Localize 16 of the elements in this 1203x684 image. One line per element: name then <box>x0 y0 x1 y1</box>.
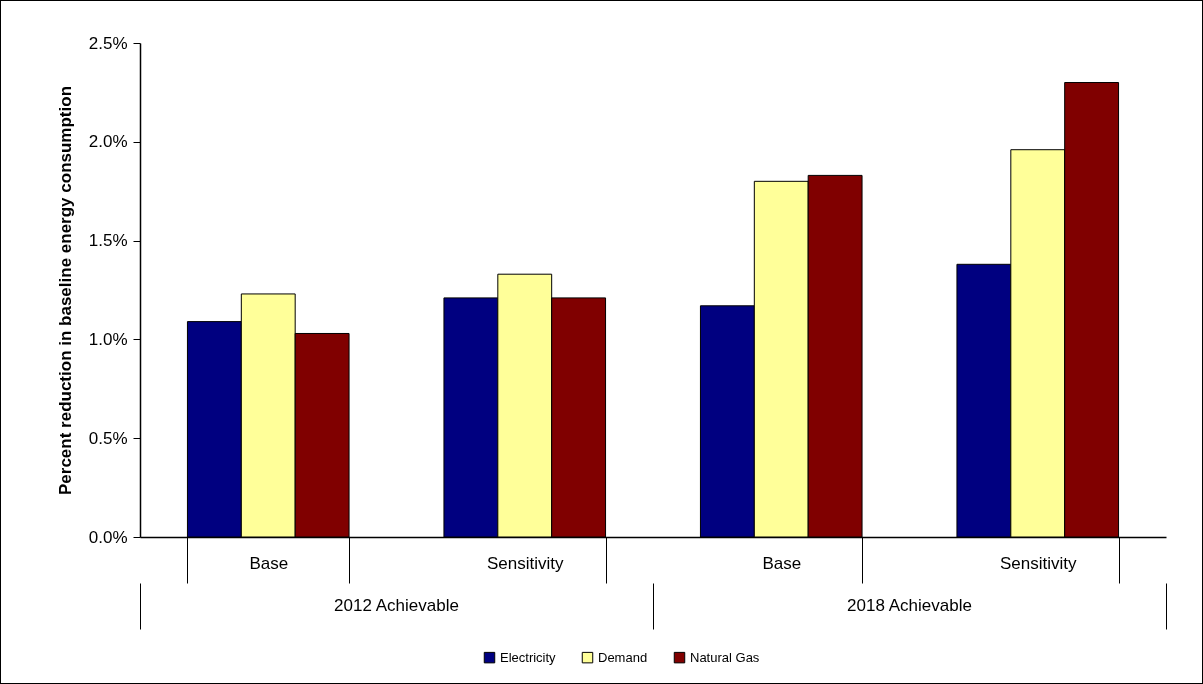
x-tick-label: Sensitivity <box>999 553 1078 573</box>
legend-label: Electricity <box>500 649 557 665</box>
legend-label: Natural Gas <box>690 649 760 665</box>
y-tick-label: 0.5% <box>88 428 128 448</box>
text: 2012 Achievable <box>334 596 459 615</box>
x-tick-label: Sensitivity <box>486 553 565 573</box>
y-tick-label: 1.0% <box>88 329 128 349</box>
x-tick-label: Base <box>249 553 289 573</box>
y-tick-label: 2.5% <box>88 33 128 53</box>
legend-label: Demand <box>598 649 648 665</box>
y-tick-label: 0.0% <box>88 527 128 547</box>
y-tick-label: 2.0% <box>88 132 128 152</box>
y-tick-label: 1.5% <box>88 231 128 251</box>
x-tick-label: Base <box>762 553 802 573</box>
y-axis-title: Percent reduction in baseline energy consumption <box>55 85 75 496</box>
text: 2018 Achievable <box>847 596 972 615</box>
